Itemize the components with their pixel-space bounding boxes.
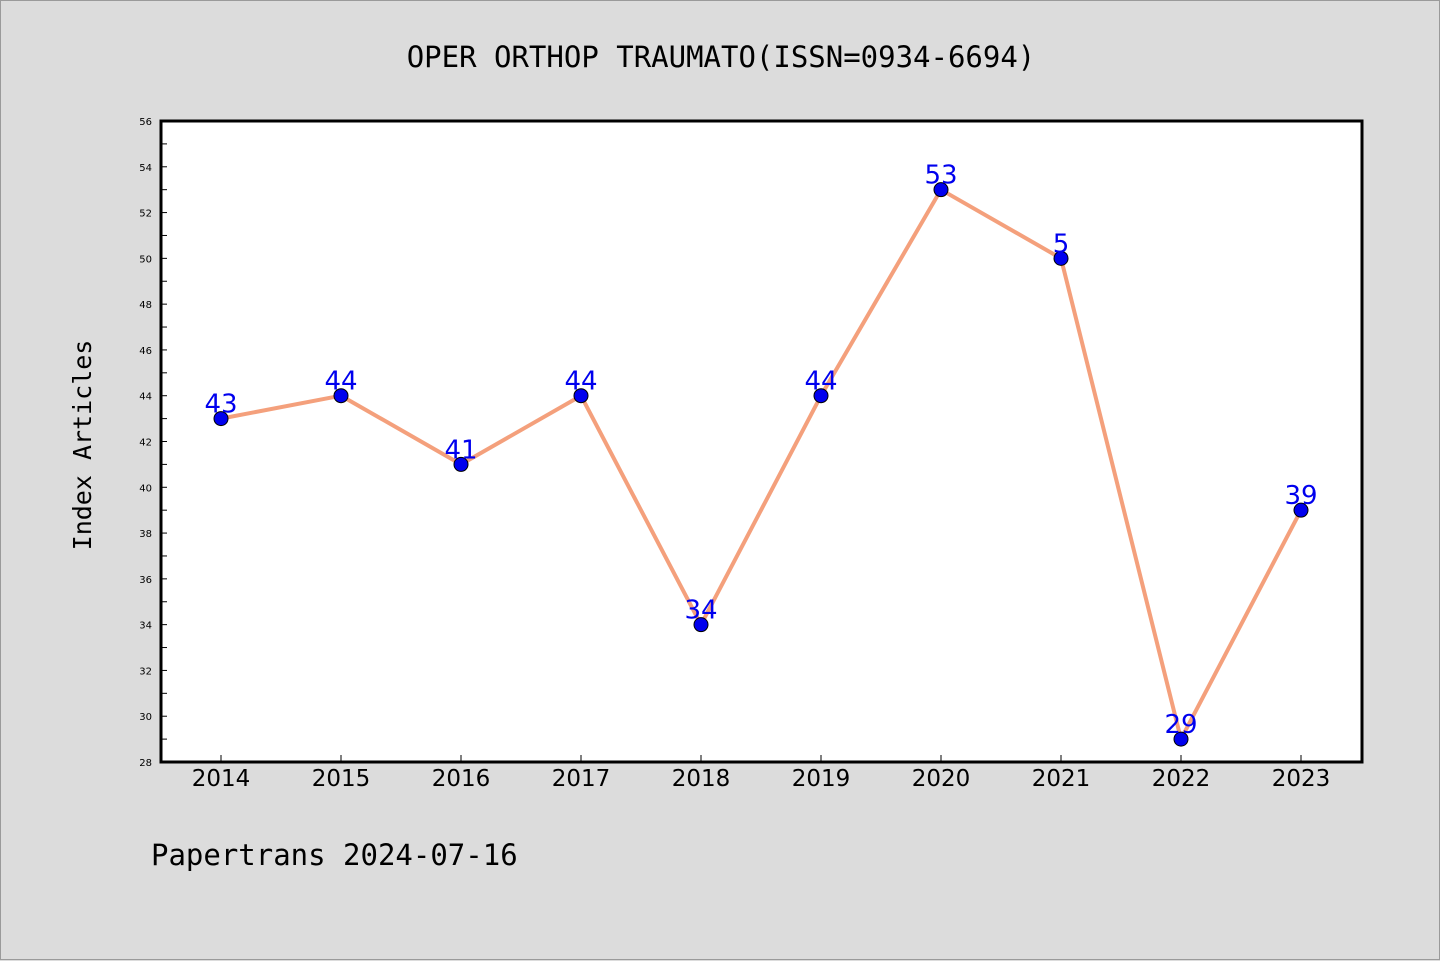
data-label: 44 — [324, 367, 357, 397]
x-tick-label: 2023 — [1272, 766, 1331, 792]
data-point — [1293, 502, 1309, 518]
y-tick-label: 44 — [139, 392, 152, 403]
y-tick-label: 28 — [139, 758, 152, 769]
x-tick-label: 2019 — [792, 766, 851, 792]
x-tick-label: 2020 — [912, 766, 971, 792]
chart-title: OPER ORTHOP TRAUMATO(ISSN=0934-6694) — [407, 40, 1036, 74]
data-point — [453, 456, 469, 472]
data-point — [813, 388, 829, 404]
data-point — [213, 411, 229, 427]
data-label: 43 — [204, 390, 237, 420]
data-point — [573, 388, 589, 404]
data-label: 44 — [564, 367, 597, 397]
series-line-group — [220, 187, 1303, 742]
series-line — [220, 187, 1303, 742]
data-label: 5 — [1053, 229, 1070, 259]
y-tick-label: 48 — [139, 300, 152, 311]
y-tick-label: 38 — [139, 529, 152, 540]
x-tick-label: 2016 — [432, 766, 491, 792]
x-tick-label: 2015 — [312, 766, 371, 792]
data-label-group: 43 44 41 44 34 44 53 5 29 39 — [204, 161, 1317, 740]
data-point — [933, 182, 949, 198]
y-tick-label: 36 — [139, 575, 152, 586]
y-axis: 28 30 32 34 36 38 40 42 44 46 48 50 52 54 56 — [139, 117, 167, 769]
y-tick-label: 32 — [139, 666, 152, 677]
data-point — [333, 388, 349, 404]
data-label: 44 — [804, 367, 837, 397]
data-label: 39 — [1284, 481, 1317, 511]
x-tick-label: 2018 — [672, 766, 731, 792]
x-tick-label: 2022 — [1152, 766, 1211, 792]
y-tick-label: 42 — [139, 438, 152, 449]
footer-stamp: Papertrans 2024-07-16 — [151, 838, 518, 872]
x-axis: 2014 2015 2016 2017 2018 2019 2020 2021 2022 2023 — [192, 755, 1331, 792]
y-tick-label: 40 — [139, 483, 152, 494]
y-tick-label: 56 — [139, 117, 152, 128]
x-tick-label: 2017 — [552, 766, 611, 792]
data-point — [1173, 731, 1189, 747]
data-label: 53 — [924, 161, 957, 191]
y-tick-label: 30 — [139, 712, 152, 723]
y-axis-label: Index Articles — [68, 340, 97, 551]
y-tick-label: 46 — [139, 346, 152, 357]
data-label: 41 — [444, 435, 477, 465]
data-label: 29 — [1164, 710, 1197, 740]
y-tick-label: 34 — [139, 621, 152, 632]
data-point — [693, 617, 709, 633]
data-label: 34 — [684, 596, 717, 626]
data-point — [1053, 250, 1069, 266]
plot-area — [159, 119, 1364, 764]
x-tick-label: 2014 — [192, 766, 251, 792]
y-tick-label: 50 — [139, 254, 152, 265]
y-tick-label: 52 — [139, 209, 152, 220]
marker-group — [213, 182, 1309, 747]
x-tick-label: 2021 — [1032, 766, 1091, 792]
y-tick-label: 54 — [139, 163, 152, 174]
